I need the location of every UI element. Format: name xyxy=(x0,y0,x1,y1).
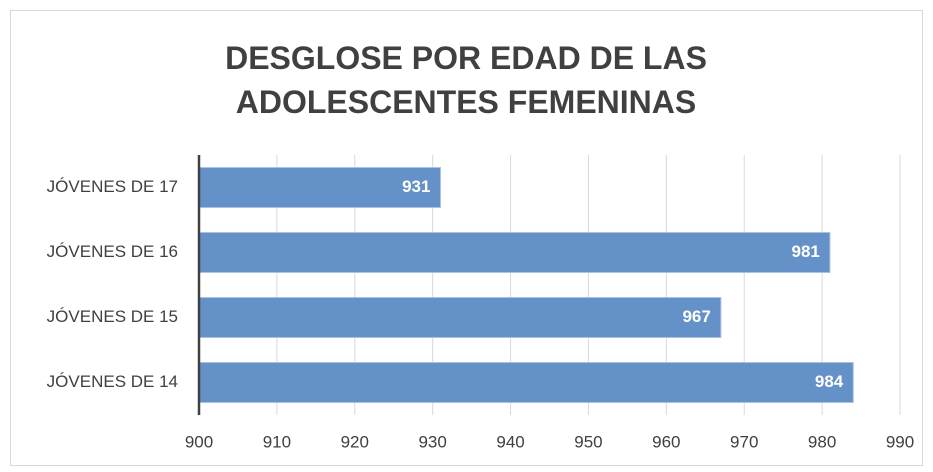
data-label: 967 xyxy=(682,307,710,326)
x-tick-label: 950 xyxy=(574,432,602,451)
x-tick-label: 970 xyxy=(730,432,758,451)
x-tick-label: 910 xyxy=(263,432,291,451)
data-label: 984 xyxy=(815,372,844,391)
bar xyxy=(198,232,831,273)
x-tick-label: 980 xyxy=(808,432,836,451)
x-tick-label: 900 xyxy=(185,432,213,451)
y-tick-label: JÓVENES DE 15 xyxy=(47,307,178,326)
bar xyxy=(198,167,441,208)
chart-title: DESGLOSE POR EDAD DE LAS ADOLESCENTES FE… xyxy=(225,40,707,120)
x-tick-label: 940 xyxy=(496,432,524,451)
x-tick-label: 930 xyxy=(418,432,446,451)
y-tick-label: JÓVENES DE 16 xyxy=(47,242,178,261)
y-tick-label: JÓVENES DE 17 xyxy=(47,177,178,196)
x-tick-label: 920 xyxy=(341,432,369,451)
bar xyxy=(198,297,722,338)
x-tick-label: 990 xyxy=(886,432,914,451)
bar xyxy=(198,362,854,403)
data-label: 931 xyxy=(402,177,430,196)
data-label: 981 xyxy=(792,242,820,261)
x-tick-label: 960 xyxy=(652,432,680,451)
y-tick-label: JÓVENES DE 14 xyxy=(47,372,178,391)
